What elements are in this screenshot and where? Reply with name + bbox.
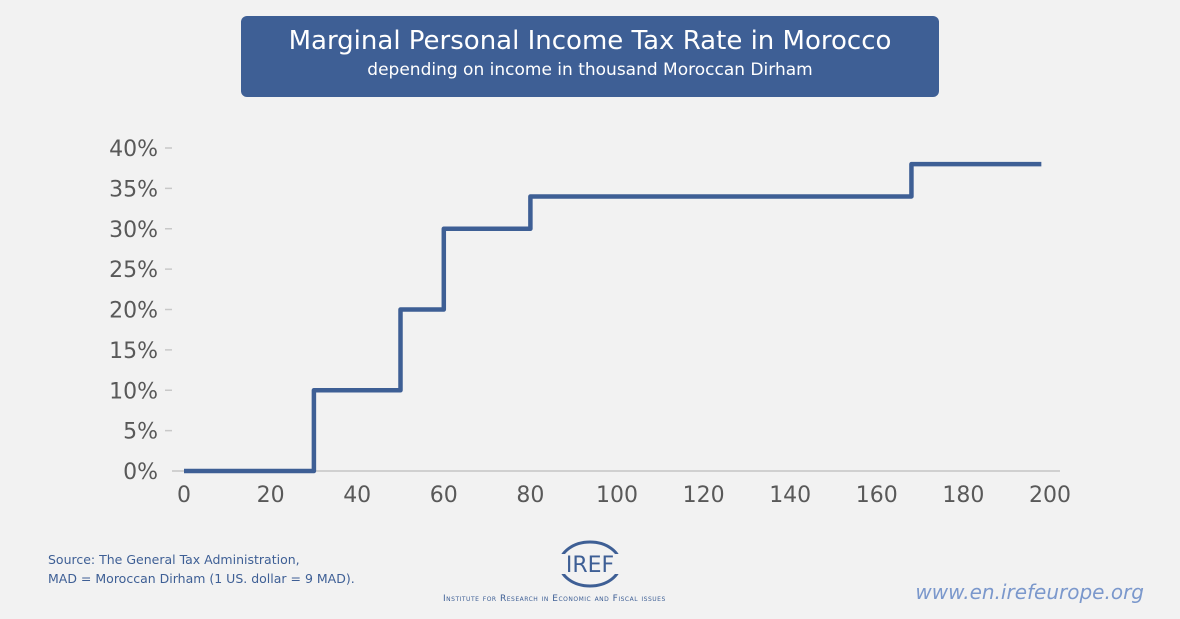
x-tick-label: 20 [257, 483, 285, 508]
chart-subtitle: depending on income in thousand Moroccan… [367, 60, 813, 80]
y-tick-label: 40% [109, 137, 158, 162]
y-tick-label: 30% [109, 218, 158, 243]
y-tick-label: 5% [123, 420, 158, 445]
source-line-1: Source: The General Tax Administration, [48, 552, 300, 567]
x-tick-label: 100 [596, 483, 638, 508]
y-tick-label: 35% [109, 177, 158, 202]
series-line [184, 161, 1042, 474]
x-tick-label: 120 [683, 483, 725, 508]
x-tick-label: 40 [343, 483, 371, 508]
y-tick-label: 10% [109, 379, 158, 404]
x-tick-label: 80 [516, 483, 544, 508]
y-tick-label: 25% [109, 258, 158, 283]
x-tick-label: 160 [856, 483, 898, 508]
y-tick-label: 0% [123, 460, 158, 485]
iref-logo: IREF [543, 540, 637, 588]
institute-name: Institute for Research in Economic and F… [443, 594, 666, 604]
x-tick-label: 200 [1029, 483, 1071, 508]
chart-title-box: Marginal Personal Income Tax Rate in Mor… [241, 16, 939, 97]
chart-title: Marginal Personal Income Tax Rate in Mor… [288, 26, 892, 56]
source-note: Source: The General Tax Administration, … [48, 550, 355, 588]
x-tick-label: 180 [942, 483, 984, 508]
y-tick-label: 20% [109, 299, 158, 324]
y-tick-label: 15% [109, 339, 158, 364]
x-tick-label: 60 [430, 483, 458, 508]
x-tick-label: 0 [177, 483, 191, 508]
website-link[interactable]: www.en.irefeurope.org [915, 580, 1144, 604]
x-tick-label: 140 [769, 483, 811, 508]
source-line-2: MAD = Moroccan Dirham (1 US. dollar = 9 … [48, 571, 355, 586]
svg-text:IREF: IREF [566, 553, 614, 578]
